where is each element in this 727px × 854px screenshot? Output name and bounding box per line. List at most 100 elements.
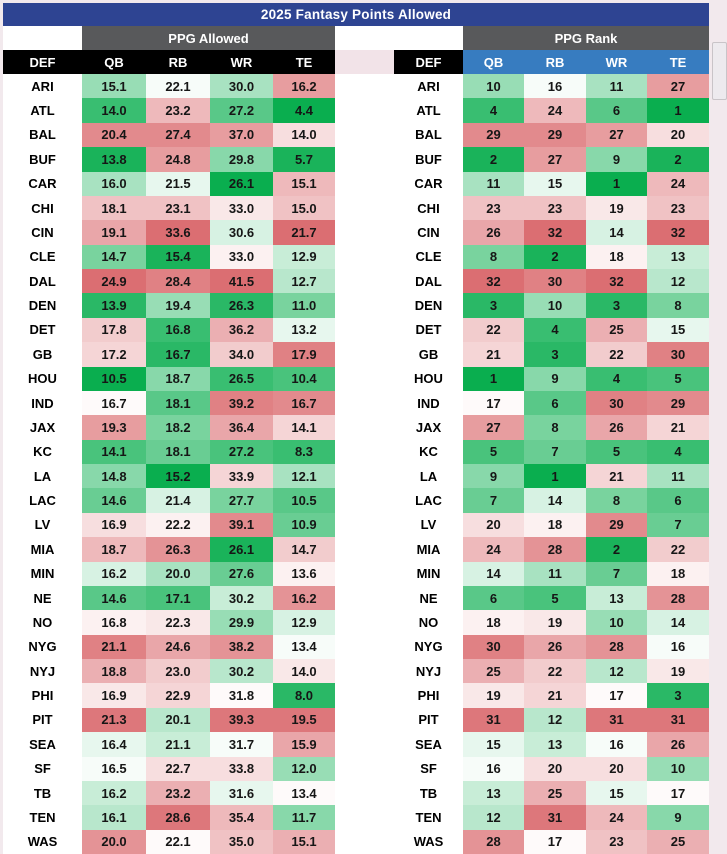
ppg-cell: 15.4 (146, 244, 210, 269)
table-gap (335, 171, 394, 196)
team-cell: ARI (394, 74, 463, 99)
rank-cell: 11 (524, 561, 586, 586)
ppg-cell: 18.1 (146, 390, 210, 416)
ppg-cell: 18.7 (82, 537, 146, 562)
team-cell: TEN (394, 805, 463, 830)
rank-cell: 8 (586, 488, 647, 513)
rank-cell: 1 (647, 98, 709, 123)
rank-cell: 16 (463, 756, 524, 781)
rank-cell: 6 (463, 585, 524, 611)
table-row: NYJ 18.8 23.0 30.2 14.0 NYJ 25 22 12 19 (3, 659, 709, 684)
ppg-cell: 27.4 (146, 122, 210, 148)
rank-cell: 14 (647, 610, 709, 635)
table-gap (335, 561, 394, 586)
rank-cell: 26 (463, 220, 524, 245)
rank-cell: 5 (647, 366, 709, 391)
rank-cell: 25 (647, 829, 709, 854)
rank-cell: 21 (524, 683, 586, 708)
rank-cell: 21 (463, 342, 524, 367)
team-cell: GB (3, 342, 82, 367)
right-header-rb: RB (524, 50, 586, 74)
team-cell: BAL (394, 122, 463, 148)
group-spacer-left (3, 26, 82, 50)
team-cell: DET (3, 317, 82, 343)
rank-cell: 2 (463, 147, 524, 172)
ppg-cell: 37.0 (210, 122, 273, 148)
table-gap (335, 244, 394, 269)
ppg-cell: 19.1 (82, 220, 146, 245)
team-cell: CLE (394, 244, 463, 269)
rank-cell: 24 (524, 98, 586, 123)
group-header-row: PPG Allowed PPG Rank (3, 26, 709, 50)
ppg-cell: 20.0 (82, 829, 146, 854)
table-gap (335, 585, 394, 611)
ppg-cell: 18.8 (82, 659, 146, 684)
team-cell: MIN (394, 561, 463, 586)
ppg-cell: 30.6 (210, 220, 273, 245)
table-gap (335, 732, 394, 757)
ppg-cell: 39.3 (210, 707, 273, 733)
table-row: PHI 16.9 22.9 31.8 8.0 PHI 19 21 17 3 (3, 683, 709, 708)
ppg-cell: 38.2 (210, 634, 273, 659)
ppg-cell: 18.1 (82, 195, 146, 221)
table-row: SF 16.5 22.7 33.8 12.0 SF 16 20 20 10 (3, 756, 709, 781)
team-cell: PHI (394, 683, 463, 708)
ppg-cell: 14.7 (273, 537, 335, 562)
rank-cell: 9 (647, 805, 709, 830)
ppg-cell: 13.8 (82, 147, 146, 172)
team-cell: LA (394, 464, 463, 489)
ppg-cell: 20.1 (146, 707, 210, 733)
team-cell: WAS (394, 829, 463, 854)
rank-cell: 20 (647, 122, 709, 148)
rank-cell: 30 (463, 634, 524, 659)
rank-cell: 4 (647, 439, 709, 464)
team-cell: JAX (3, 415, 82, 440)
rank-cell: 31 (463, 707, 524, 733)
ppg-cell: 17.8 (82, 317, 146, 343)
ppg-cell: 12.7 (273, 269, 335, 294)
table-row: JAX 19.3 18.2 36.4 14.1 JAX 27 8 26 21 (3, 415, 709, 440)
table-row: ARI 15.1 22.1 30.0 16.2 ARI 10 16 11 27 (3, 74, 709, 99)
rank-cell: 22 (463, 317, 524, 343)
table-gap (335, 98, 394, 123)
rank-cell: 4 (524, 317, 586, 343)
ppg-cell: 21.5 (146, 171, 210, 196)
table-row: SEA 16.4 21.1 31.7 15.9 SEA 15 13 16 26 (3, 732, 709, 757)
team-cell: TB (3, 780, 82, 806)
table-row: NYG 21.1 24.6 38.2 13.4 NYG 30 26 28 16 (3, 634, 709, 659)
ppg-cell: 19.5 (273, 707, 335, 733)
right-header-def: DEF (394, 50, 463, 74)
rank-cell: 29 (586, 512, 647, 538)
rank-cell: 10 (586, 610, 647, 635)
left-header-def: DEF (3, 50, 82, 74)
ppg-cell: 35.0 (210, 829, 273, 854)
rank-cell: 17 (463, 390, 524, 416)
team-cell: GB (394, 342, 463, 367)
rank-cell: 17 (524, 829, 586, 854)
table-gap (335, 805, 394, 830)
ppg-cell: 11.0 (273, 293, 335, 318)
team-cell: CIN (394, 220, 463, 245)
ppg-cell: 5.7 (273, 147, 335, 172)
rank-cell: 12 (463, 805, 524, 830)
table-gap (335, 122, 394, 148)
rank-cell: 18 (463, 610, 524, 635)
ppg-cell: 15.1 (273, 171, 335, 196)
scrollbar-thumb[interactable] (712, 42, 727, 100)
team-cell: ATL (3, 98, 82, 123)
table-row: CIN 19.1 33.6 30.6 21.7 CIN 26 32 14 32 (3, 220, 709, 245)
rank-cell: 16 (524, 74, 586, 99)
rank-cell: 11 (586, 74, 647, 99)
team-cell: NO (3, 610, 82, 635)
rank-cell: 14 (463, 561, 524, 586)
ppg-cell: 14.8 (82, 464, 146, 489)
ppg-cell: 36.2 (210, 317, 273, 343)
team-cell: WAS (3, 829, 82, 854)
team-cell: MIN (3, 561, 82, 586)
rank-cell: 28 (524, 537, 586, 562)
ppg-cell: 15.0 (273, 195, 335, 221)
rank-cell: 2 (647, 147, 709, 172)
ppg-cell: 22.7 (146, 756, 210, 781)
rank-cell: 18 (647, 561, 709, 586)
rank-cell: 22 (647, 537, 709, 562)
